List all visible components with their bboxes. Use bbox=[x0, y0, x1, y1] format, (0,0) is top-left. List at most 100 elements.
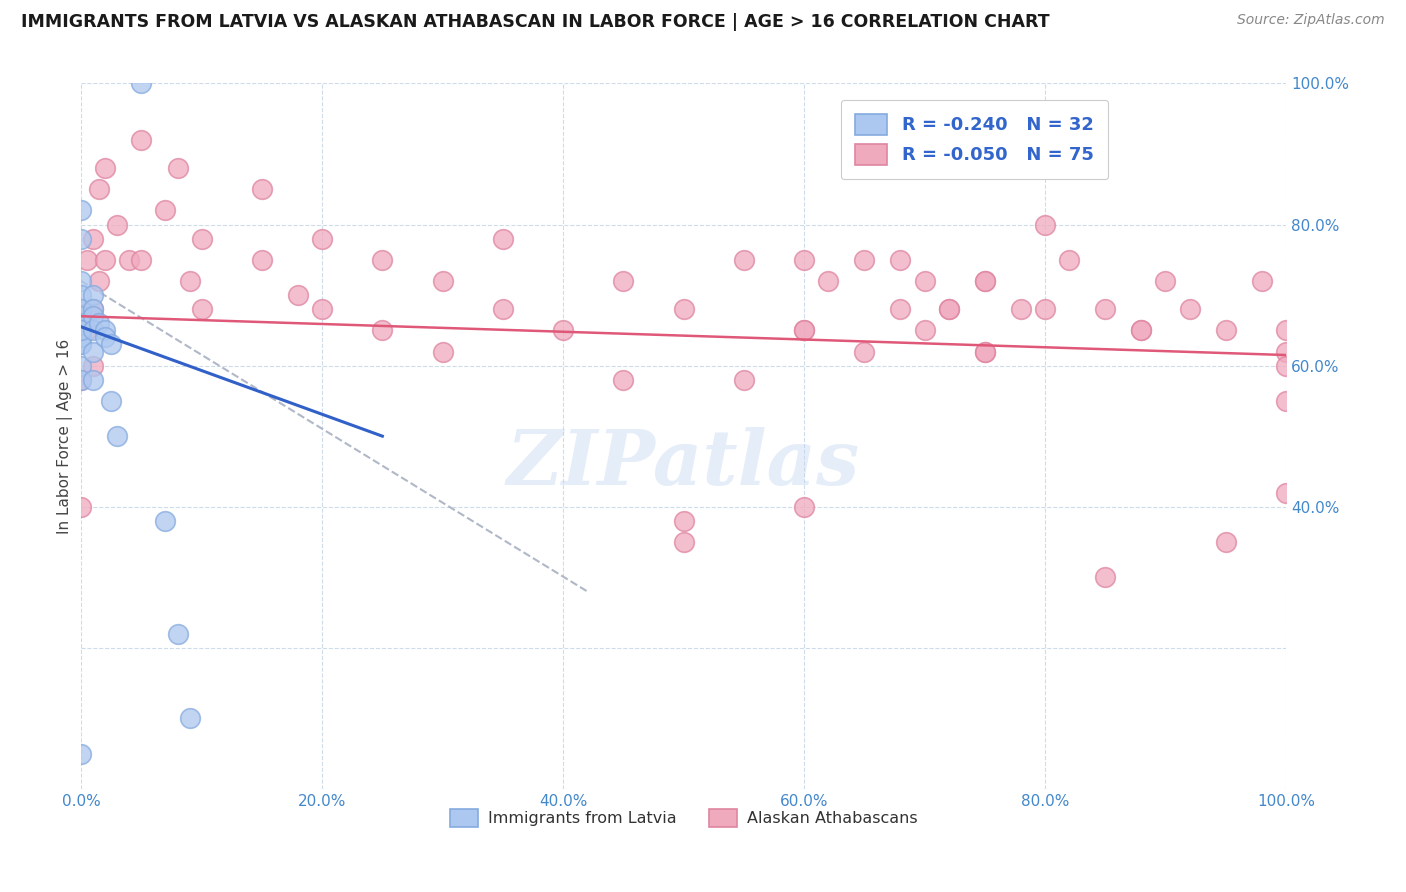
Point bbox=[179, 711, 201, 725]
Point bbox=[817, 274, 839, 288]
Point bbox=[1275, 359, 1298, 373]
Point bbox=[1215, 535, 1237, 549]
Point bbox=[70, 274, 93, 288]
Point bbox=[793, 252, 815, 267]
Text: IMMIGRANTS FROM LATVIA VS ALASKAN ATHABASCAN IN LABOR FORCE | AGE > 16 CORRELATI: IMMIGRANTS FROM LATVIA VS ALASKAN ATHABA… bbox=[21, 13, 1050, 31]
Point bbox=[155, 203, 177, 218]
Point bbox=[82, 344, 104, 359]
Point bbox=[1033, 218, 1056, 232]
Point bbox=[70, 359, 93, 373]
Point bbox=[82, 302, 104, 317]
Point bbox=[938, 302, 960, 317]
Point bbox=[131, 133, 153, 147]
Point bbox=[82, 302, 104, 317]
Point bbox=[70, 747, 93, 761]
Point bbox=[70, 323, 93, 337]
Point bbox=[1130, 323, 1153, 337]
Point bbox=[70, 337, 93, 351]
Point bbox=[1178, 302, 1201, 317]
Point bbox=[70, 323, 93, 337]
Text: Source: ZipAtlas.com: Source: ZipAtlas.com bbox=[1237, 13, 1385, 28]
Point bbox=[793, 500, 815, 514]
Point bbox=[492, 232, 515, 246]
Point bbox=[914, 323, 936, 337]
Point bbox=[1057, 252, 1080, 267]
Point bbox=[793, 323, 815, 337]
Text: ZIPatlas: ZIPatlas bbox=[508, 427, 860, 501]
Point bbox=[131, 77, 153, 91]
Point bbox=[70, 302, 93, 317]
Point bbox=[1033, 302, 1056, 317]
Point bbox=[94, 161, 117, 175]
Point bbox=[973, 274, 995, 288]
Point bbox=[70, 316, 93, 330]
Point bbox=[89, 316, 111, 330]
Point bbox=[492, 302, 515, 317]
Point bbox=[76, 323, 98, 337]
Point bbox=[853, 344, 876, 359]
Point bbox=[1010, 302, 1032, 317]
Point bbox=[1250, 274, 1272, 288]
Point bbox=[89, 182, 111, 196]
Point bbox=[82, 323, 104, 337]
Point bbox=[118, 252, 141, 267]
Point bbox=[166, 161, 188, 175]
Point bbox=[853, 252, 876, 267]
Point bbox=[70, 330, 93, 344]
Point bbox=[190, 232, 212, 246]
Point bbox=[70, 288, 93, 302]
Point bbox=[94, 323, 117, 337]
Point bbox=[76, 252, 98, 267]
Point bbox=[371, 323, 394, 337]
Point bbox=[889, 252, 911, 267]
Point bbox=[179, 274, 201, 288]
Point bbox=[100, 393, 122, 408]
Point bbox=[82, 288, 104, 302]
Point bbox=[287, 288, 309, 302]
Point bbox=[1154, 274, 1177, 288]
Point bbox=[82, 232, 104, 246]
Point bbox=[1094, 302, 1116, 317]
Point bbox=[1275, 323, 1298, 337]
Point bbox=[672, 514, 695, 528]
Point bbox=[94, 252, 117, 267]
Point bbox=[973, 274, 995, 288]
Point bbox=[250, 182, 273, 196]
Legend: Immigrants from Latvia, Alaskan Athabascans: Immigrants from Latvia, Alaskan Athabasc… bbox=[443, 803, 924, 834]
Point bbox=[612, 274, 634, 288]
Point bbox=[100, 337, 122, 351]
Point bbox=[973, 344, 995, 359]
Point bbox=[973, 344, 995, 359]
Point bbox=[70, 310, 93, 324]
Point bbox=[914, 274, 936, 288]
Point bbox=[166, 626, 188, 640]
Point bbox=[733, 373, 755, 387]
Point bbox=[94, 330, 117, 344]
Point bbox=[70, 203, 93, 218]
Point bbox=[551, 323, 574, 337]
Point bbox=[105, 429, 128, 443]
Point bbox=[1094, 570, 1116, 584]
Point bbox=[432, 274, 454, 288]
Y-axis label: In Labor Force | Age > 16: In Labor Force | Age > 16 bbox=[58, 339, 73, 533]
Point bbox=[155, 514, 177, 528]
Point bbox=[733, 252, 755, 267]
Point bbox=[612, 373, 634, 387]
Point bbox=[70, 373, 93, 387]
Point bbox=[1275, 393, 1298, 408]
Point bbox=[1215, 323, 1237, 337]
Point bbox=[82, 310, 104, 324]
Point bbox=[89, 274, 111, 288]
Point bbox=[938, 302, 960, 317]
Point bbox=[1130, 323, 1153, 337]
Point bbox=[131, 252, 153, 267]
Point bbox=[70, 302, 93, 317]
Point bbox=[70, 323, 93, 337]
Point bbox=[82, 373, 104, 387]
Point bbox=[250, 252, 273, 267]
Point bbox=[889, 302, 911, 317]
Point bbox=[432, 344, 454, 359]
Point bbox=[105, 218, 128, 232]
Point bbox=[311, 302, 333, 317]
Point bbox=[70, 373, 93, 387]
